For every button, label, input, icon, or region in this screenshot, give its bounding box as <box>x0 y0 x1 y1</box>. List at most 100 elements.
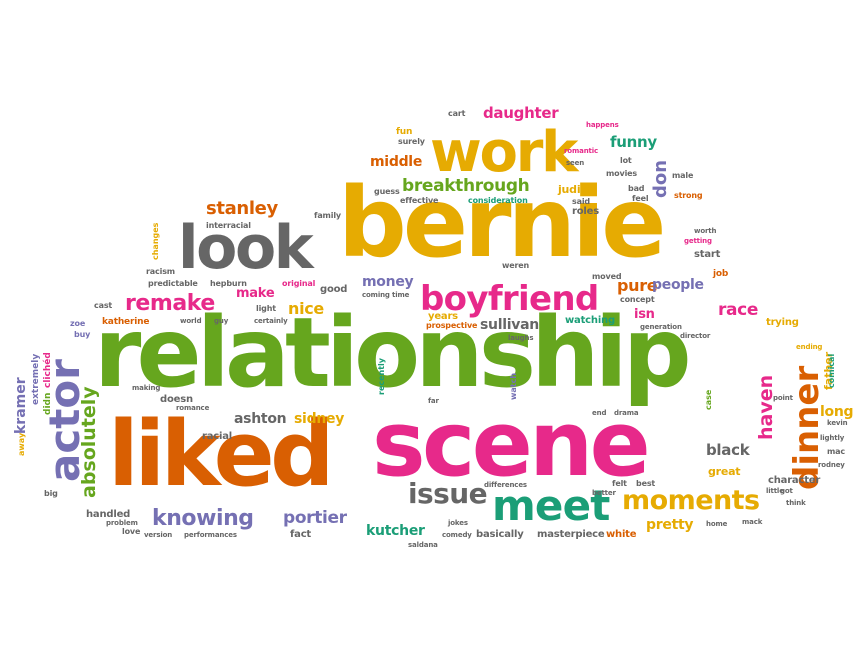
word-lightly: lightly <box>820 434 845 442</box>
word-don: don <box>650 159 671 198</box>
word-romantic: romantic <box>564 147 599 155</box>
word-interracial: interracial <box>206 221 251 230</box>
word-ashton: ashton <box>234 411 287 427</box>
word-prospective: prospective <box>426 321 478 330</box>
word-extremely: extremely <box>31 353 41 405</box>
word-generation: generation <box>640 323 682 331</box>
word-felt: felt <box>612 479 627 488</box>
word-male: male <box>672 171 694 180</box>
word-problem: problem <box>106 519 138 527</box>
word-daughter: daughter <box>483 104 559 122</box>
word-best: best <box>636 479 656 488</box>
word-mack: mack <box>742 518 763 526</box>
word-weren: weren <box>502 261 530 270</box>
word-portier: portier <box>283 508 347 528</box>
word-seen: seen <box>566 159 585 167</box>
word-knowing: knowing <box>152 506 254 531</box>
word-lot: lot <box>620 156 632 165</box>
word-absolutely: absolutely <box>78 386 100 498</box>
word-recently: recently <box>377 357 386 395</box>
word-years: years <box>428 311 458 322</box>
word-big: big <box>44 489 58 498</box>
word-comedy: comedy <box>442 531 472 539</box>
word-think: think <box>786 499 806 507</box>
word-people: people <box>652 277 704 293</box>
word-light: light <box>256 304 276 313</box>
word-funny: funny <box>610 133 657 151</box>
word-got: got <box>780 487 793 495</box>
word-guess: guess <box>374 187 400 196</box>
word-worth: worth <box>694 227 717 235</box>
word-kevin: kevin <box>827 419 848 427</box>
word-issue: issue <box>408 477 488 510</box>
word-clichd: clichéd <box>43 352 53 388</box>
word-character: character <box>768 475 821 486</box>
word-black: black <box>706 441 750 459</box>
word-zoe: zoe <box>70 319 86 328</box>
word-predictable: predictable <box>148 279 198 288</box>
word-doesn: doesn <box>160 394 193 405</box>
word-making: making <box>132 384 161 392</box>
word-great: great <box>708 465 741 478</box>
word-boyfriend: boyfriend <box>420 279 599 319</box>
word-good: good <box>320 284 348 295</box>
word-katherine: katherine <box>102 317 150 327</box>
word-liked: liked <box>108 402 335 507</box>
word-watch: watch <box>509 372 518 400</box>
word-guy: guy <box>214 317 229 325</box>
word-certainly: certainly <box>254 317 288 325</box>
word-nice: nice <box>288 299 324 318</box>
word-drama: drama <box>614 409 639 417</box>
word-effective: effective <box>400 196 439 205</box>
word-dinner: dinner <box>787 365 827 490</box>
word-home: home <box>706 520 728 528</box>
word-long: long <box>820 404 854 420</box>
word-sidney: sidney <box>294 411 345 427</box>
word-version: version <box>144 531 173 539</box>
word-far: far <box>428 397 439 405</box>
word-surely: surely <box>398 137 425 146</box>
word-comical: comical <box>827 353 836 388</box>
word-romance: romance <box>176 404 210 412</box>
word-moments: moments <box>622 485 760 516</box>
word-little: little <box>766 487 784 495</box>
word-money: money <box>362 274 414 290</box>
word-coming: coming <box>362 291 390 299</box>
word-movies: movies <box>606 169 638 178</box>
word-mac: mac <box>827 447 845 456</box>
word-hepburn: hepburn <box>210 279 247 288</box>
word-feel: feel <box>632 194 649 203</box>
word-start: start <box>694 249 721 260</box>
word-isn: isn <box>634 307 655 322</box>
word-handled: handled <box>86 509 131 520</box>
word-trying: trying <box>766 317 799 328</box>
word-judith: judith <box>558 183 594 196</box>
word-roles: roles <box>572 206 599 217</box>
word-racial: racial <box>202 431 233 442</box>
word-cart: cart <box>448 109 466 118</box>
word-haven: haven <box>755 374 777 440</box>
word-consideration: consideration <box>468 196 528 205</box>
word-relationship: relationship <box>94 297 692 409</box>
word-masterpiece: masterpiece <box>537 529 605 540</box>
word-pretty: pretty <box>646 517 694 533</box>
word-concept: concept <box>620 295 655 304</box>
word-kramer: kramer <box>13 377 29 434</box>
word-director: director <box>680 332 711 340</box>
word-better: better <box>592 489 616 497</box>
word-end: end <box>592 409 607 417</box>
word-job: job <box>713 269 729 279</box>
word-buy: buy <box>74 330 91 339</box>
word-love: love <box>122 527 141 536</box>
word-pure: pure <box>617 276 658 295</box>
word-bernie: bernie <box>338 167 666 279</box>
word-fact: fact <box>290 529 312 540</box>
word-sullivan: sullivan <box>480 317 539 333</box>
word-changes: changes <box>151 222 160 260</box>
word-stanley: stanley <box>206 198 278 219</box>
word-racism: racism <box>146 267 175 276</box>
word-white: white <box>606 529 637 540</box>
word-getting: getting <box>684 237 712 245</box>
word-away: away <box>17 432 26 456</box>
